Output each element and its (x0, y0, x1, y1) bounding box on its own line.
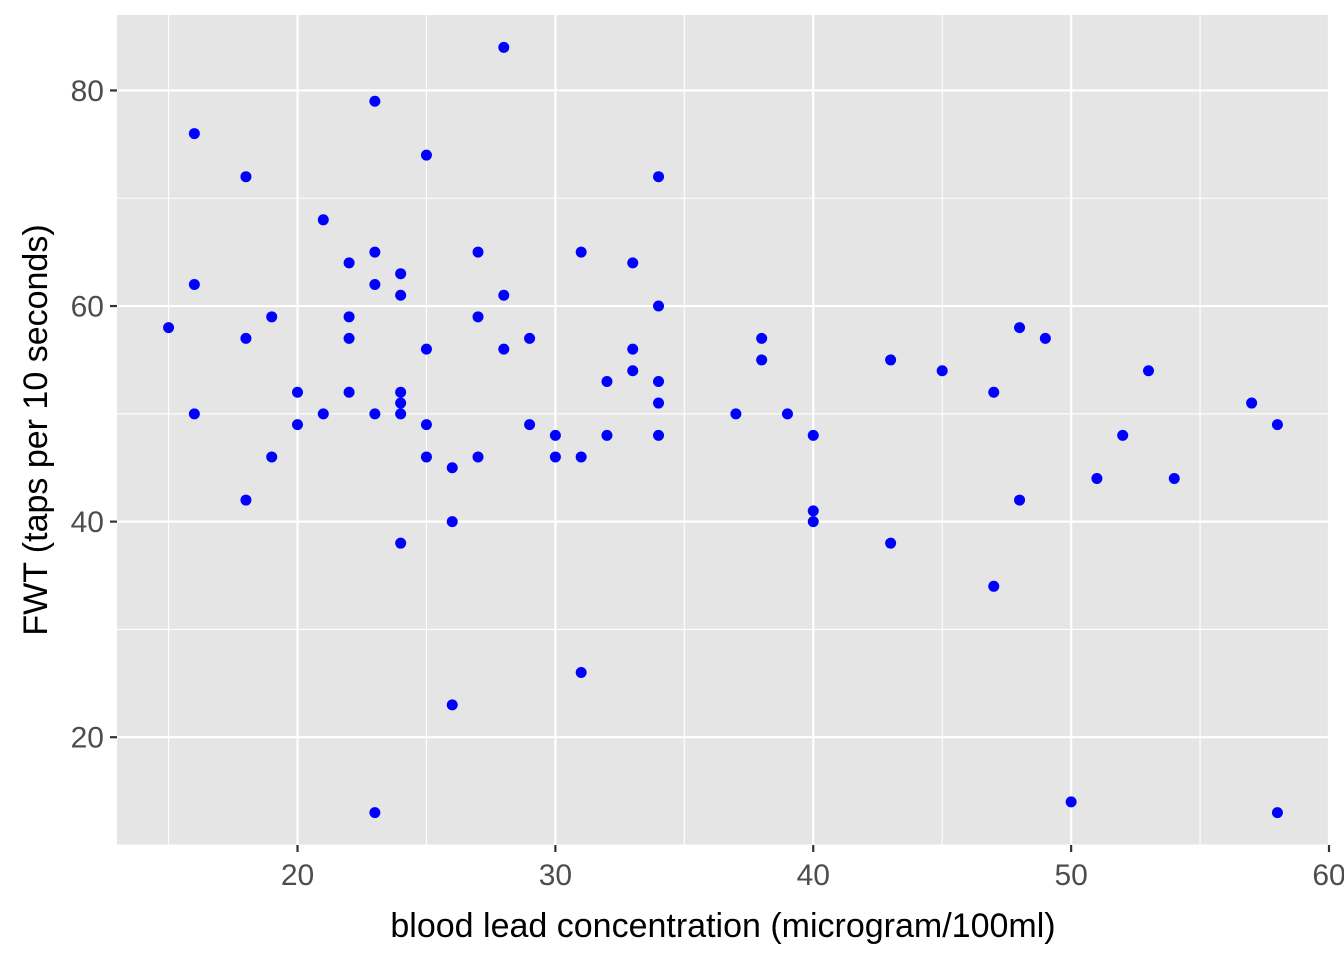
data-point (1014, 494, 1026, 506)
data-point (369, 95, 381, 107)
data-point (369, 408, 381, 420)
data-point (807, 429, 819, 441)
data-point (885, 537, 897, 549)
data-point (343, 257, 355, 269)
data-point (292, 419, 304, 431)
data-point (498, 289, 510, 301)
data-point (498, 41, 510, 53)
data-point (1065, 796, 1077, 808)
data-point (549, 429, 561, 441)
y-tick-label: 40 (71, 506, 104, 539)
data-point (188, 278, 200, 290)
data-point (343, 311, 355, 323)
data-point (1117, 429, 1129, 441)
data-point (472, 451, 484, 463)
data-point (807, 516, 819, 528)
data-point (163, 322, 175, 334)
y-tick-label: 60 (71, 291, 104, 324)
data-point (627, 365, 639, 377)
data-point (524, 332, 536, 344)
major-gridlines (117, 15, 1331, 845)
data-point (936, 365, 948, 377)
data-point (472, 246, 484, 258)
data-point (395, 289, 407, 301)
data-point (420, 451, 432, 463)
x-axis-title: blood lead concentration (microgram/100m… (390, 907, 1055, 945)
data-point (240, 494, 252, 506)
y-tick-label: 20 (71, 722, 104, 755)
data-point (653, 375, 665, 387)
x-tick-label: 30 (539, 859, 572, 892)
data-point (575, 667, 587, 679)
data-point (343, 332, 355, 344)
x-tick-label: 50 (1054, 859, 1087, 892)
data-point (1246, 397, 1258, 409)
data-point (395, 397, 407, 409)
data-point (188, 408, 200, 420)
data-point (446, 699, 458, 711)
data-point (395, 408, 407, 420)
data-point (627, 257, 639, 269)
data-point (627, 343, 639, 355)
data-point (1271, 807, 1283, 819)
x-tick-label: 40 (797, 859, 830, 892)
data-point (730, 408, 742, 420)
data-point (395, 268, 407, 280)
data-point (653, 300, 665, 312)
data-point (472, 311, 484, 323)
y-axis-title: FWT (taps per 10 seconds) (17, 224, 55, 635)
x-axis: 20 30 40 50 60 (281, 845, 1344, 892)
data-point (549, 451, 561, 463)
data-point (343, 386, 355, 398)
data-point (420, 419, 432, 431)
data-point (601, 375, 613, 387)
data-point (1168, 473, 1180, 485)
data-point (756, 354, 768, 366)
data-point (575, 246, 587, 258)
data-point (240, 171, 252, 183)
data-point (988, 386, 1000, 398)
data-point (446, 462, 458, 474)
data-point (317, 214, 329, 226)
data-point (1142, 365, 1154, 377)
data-point (781, 408, 793, 420)
data-point (395, 537, 407, 549)
data-point (292, 386, 304, 398)
data-point (369, 807, 381, 819)
data-point (1014, 322, 1026, 334)
data-point (524, 419, 536, 431)
data-point (266, 451, 278, 463)
data-points (163, 41, 1283, 819)
data-point (369, 278, 381, 290)
data-point (653, 429, 665, 441)
data-point (1039, 332, 1051, 344)
data-point (1091, 473, 1103, 485)
x-tick-label: 20 (281, 859, 314, 892)
data-point (420, 149, 432, 161)
data-point (807, 505, 819, 517)
data-point (395, 386, 407, 398)
data-point (601, 429, 613, 441)
data-point (446, 516, 458, 528)
plot-panel (117, 15, 1329, 845)
y-tick-label: 80 (71, 75, 104, 108)
data-point (498, 343, 510, 355)
data-point (575, 451, 587, 463)
data-point (988, 580, 1000, 592)
data-point (240, 332, 252, 344)
data-point (420, 343, 432, 355)
data-point (1271, 419, 1283, 431)
data-point (653, 397, 665, 409)
data-point (188, 128, 200, 140)
data-point (317, 408, 329, 420)
data-point (266, 311, 278, 323)
data-point (885, 354, 897, 366)
data-point (653, 171, 665, 183)
data-point (756, 332, 768, 344)
x-tick-label: 60 (1312, 859, 1344, 892)
y-axis: 20 40 60 80 (71, 75, 117, 755)
data-point (369, 246, 381, 258)
